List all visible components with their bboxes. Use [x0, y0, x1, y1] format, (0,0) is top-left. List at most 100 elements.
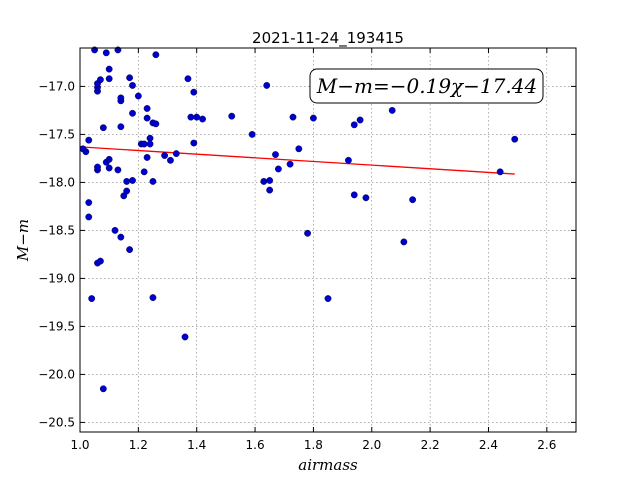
data-point [85, 136, 93, 144]
data-point [129, 109, 136, 117]
data-point [82, 148, 90, 156]
x-tick-label: 1.6 [246, 438, 265, 452]
data-point [99, 385, 107, 393]
y-axis-title: M−m [14, 219, 32, 262]
y-tick-label: −19.5 [38, 319, 75, 333]
data-point [149, 178, 157, 185]
data-point [94, 163, 101, 171]
data-point [289, 113, 297, 121]
data-point [102, 49, 110, 57]
data-point [129, 82, 136, 89]
data-point [143, 105, 151, 112]
data-point [199, 115, 206, 123]
data-point [356, 116, 364, 124]
data-point [143, 154, 151, 161]
data-point [146, 134, 154, 142]
y-tick-label: −18.5 [38, 223, 75, 237]
data-point [152, 51, 160, 59]
axis-ticks [79, 48, 576, 432]
data-point [152, 120, 160, 128]
x-axis-title: airmass [298, 456, 358, 474]
data-point [190, 88, 198, 96]
fit-equation-box: M−m=−0.19χ−17.44 [309, 68, 544, 104]
y-tick-label: −17.0 [38, 79, 75, 93]
data-point [187, 113, 195, 121]
y-tick-label: −18.0 [38, 175, 75, 189]
data-point [129, 177, 136, 184]
data-point [409, 196, 417, 204]
data-point [324, 295, 332, 302]
data-point [99, 124, 107, 132]
data-point [350, 121, 358, 129]
data-point [496, 168, 504, 176]
x-tick-label: 2.4 [479, 438, 498, 452]
data-point [286, 160, 294, 168]
data-point [97, 76, 104, 84]
data-point [97, 257, 104, 265]
x-tick-label: 1.8 [304, 438, 323, 452]
data-point [400, 238, 408, 246]
y-tick-label: −20.0 [38, 367, 75, 381]
y-tick-label: −17.5 [38, 127, 75, 141]
data-point [126, 246, 134, 254]
data-point [193, 113, 201, 121]
data-point [161, 152, 169, 159]
data-point [181, 333, 189, 341]
data-point [295, 145, 303, 153]
chart-title: 2021-11-24_193415 [252, 29, 404, 48]
fit-line [79, 146, 515, 175]
data-point [263, 82, 271, 89]
data-point [117, 233, 125, 241]
data-point [511, 135, 519, 143]
y-tick-label: −20.5 [38, 415, 75, 429]
x-tick-labels: 1.0 1.2 1.4 1.6 1.8 2.0 2.2 2.4 2.6 [70, 438, 556, 452]
data-point [266, 177, 274, 184]
data-point [111, 226, 119, 234]
data-point [117, 123, 125, 131]
x-tick-label: 2.2 [421, 438, 440, 452]
data-point [345, 156, 352, 164]
data-point [167, 156, 174, 164]
x-tick-label: 1.0 [70, 438, 89, 452]
grid-layer [79, 48, 576, 432]
data-point [88, 295, 96, 302]
data-point [140, 168, 148, 176]
data-point [134, 92, 142, 100]
data-point [105, 155, 113, 163]
data-point [190, 139, 198, 147]
scatter-points [79, 46, 519, 393]
data-point [274, 165, 282, 173]
fit-line-layer [79, 146, 515, 175]
y-tick-labels: −17.0 −17.5 −18.0 −18.5 −19.0 −19.5 −20.0 −20.5 [38, 79, 75, 429]
data-point [184, 75, 192, 83]
fit-equation-text: M−m=−0.19χ−17.44 [316, 74, 537, 98]
data-point [260, 178, 268, 185]
y-tick-label: −19.0 [38, 271, 75, 285]
data-point [123, 178, 131, 185]
data-point [149, 294, 157, 301]
data-point [85, 199, 93, 206]
data-point [85, 213, 93, 221]
plot-frame [79, 47, 577, 433]
x-tick-label: 2.0 [362, 438, 381, 452]
data-point [105, 164, 113, 172]
data-point [114, 166, 122, 174]
data-point [143, 114, 151, 122]
data-point [310, 114, 317, 122]
data-point [126, 74, 134, 82]
data-point [350, 191, 358, 199]
data-point [248, 130, 256, 138]
data-point [304, 229, 311, 237]
x-tick-label: 1.2 [129, 438, 148, 452]
data-point [146, 140, 154, 148]
x-tick-label: 2.6 [537, 438, 556, 452]
data-point [140, 140, 148, 148]
data-point [272, 151, 279, 158]
data-point [388, 107, 396, 114]
data-point [123, 187, 131, 195]
data-point [172, 150, 180, 158]
data-point [117, 94, 125, 102]
data-point [266, 186, 274, 194]
data-point [105, 75, 113, 83]
